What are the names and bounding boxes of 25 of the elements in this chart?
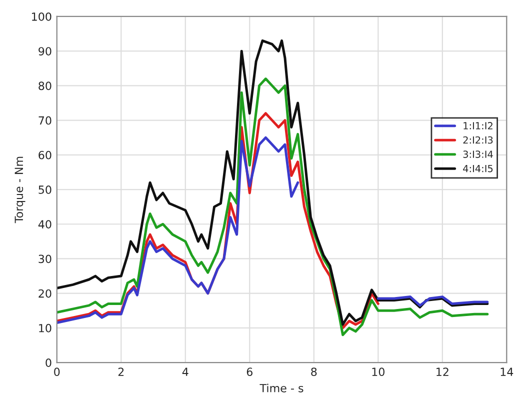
- y-tick-label: 80: [38, 82, 52, 90]
- legend-label: 1:I1:I2: [464, 122, 492, 130]
- legend-label: 4:I4:I5: [463, 164, 493, 172]
- x-tick-label: 8: [311, 368, 317, 376]
- x-tick-label: 6: [246, 368, 252, 376]
- y-tick-label: 60: [38, 150, 52, 160]
- y-tick-label: 20: [38, 289, 52, 298]
- x-tick-label: 2: [118, 368, 124, 376]
- y-tick-label: 30: [38, 254, 52, 264]
- y-tick-label: 0: [46, 358, 52, 367]
- x-tick-label: 10: [372, 368, 384, 376]
- y-tick-label: 90: [38, 47, 52, 56]
- x-axis-title: Time - s: [260, 384, 304, 392]
- y-tick-label: 10: [39, 324, 52, 332]
- x-tick-label: 0: [54, 368, 60, 376]
- x-tick-label: 14: [500, 368, 514, 376]
- x-tick-label: 12: [436, 368, 448, 376]
- legend-label: 3:I3:I4: [463, 150, 493, 158]
- y-tick-label: 100: [32, 12, 52, 21]
- y-tick-label: 50: [38, 185, 52, 194]
- legend-label: 2:I2:I3: [463, 136, 493, 144]
- x-tick-label: 4: [182, 368, 188, 376]
- y-tick-label: 70: [38, 116, 52, 125]
- y-axis-title: Torque - Nm: [14, 156, 26, 224]
- y-tick-label: 40: [38, 220, 52, 229]
